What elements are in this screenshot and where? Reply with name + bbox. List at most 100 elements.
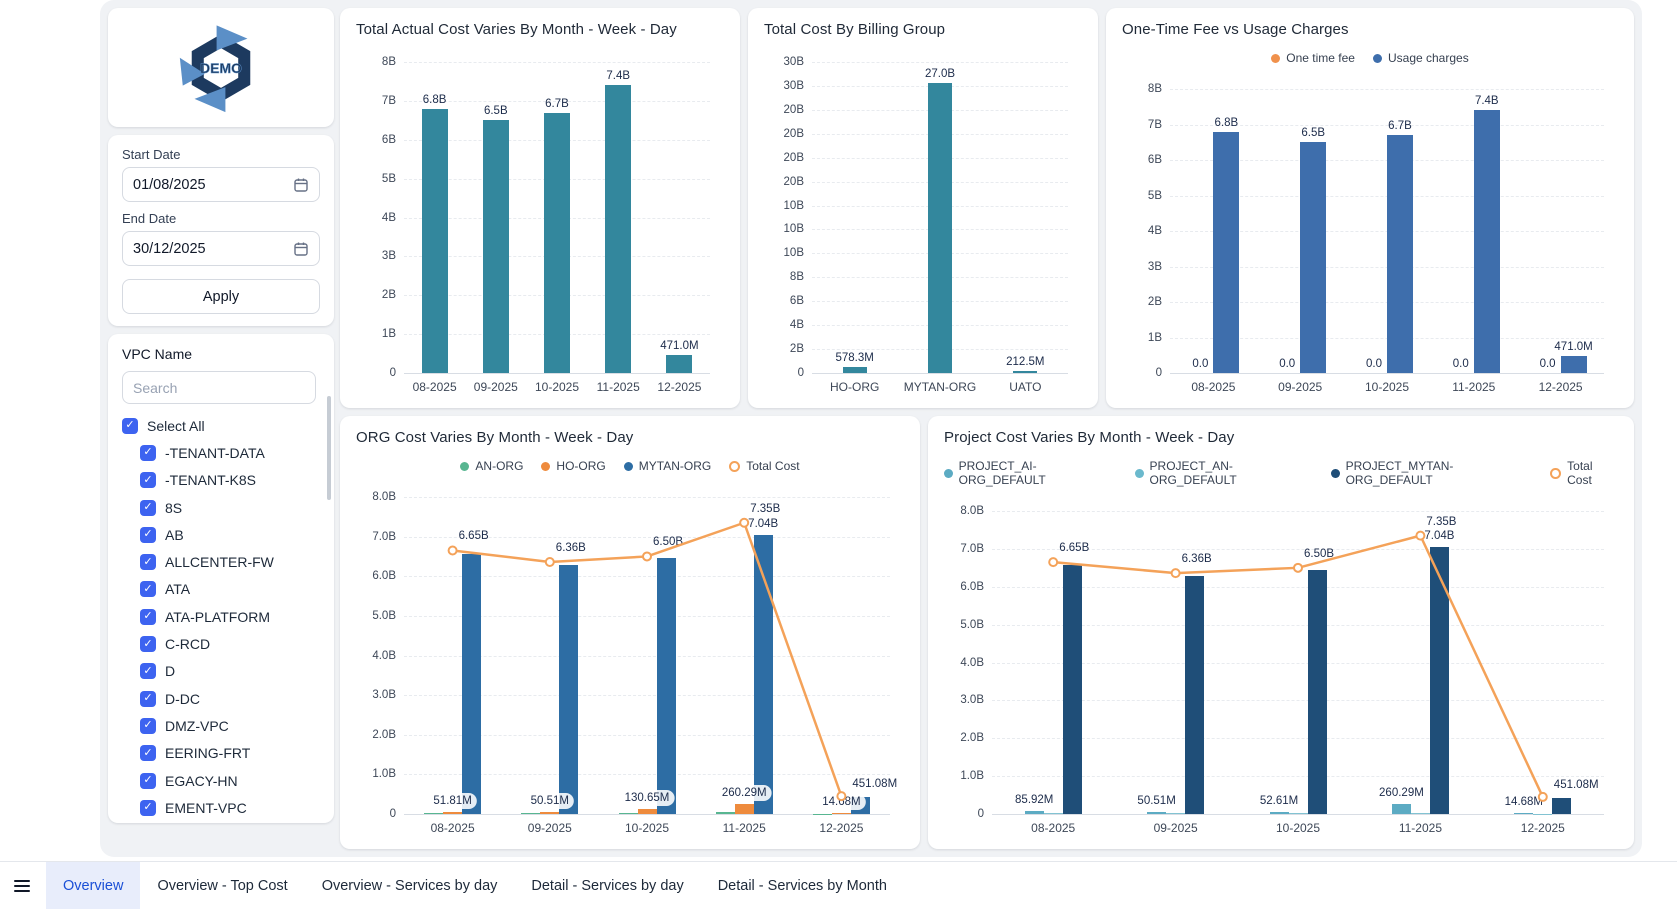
legend-item-total-cost[interactable]: Total Cost <box>729 459 800 473</box>
vpc-item-d[interactable]: ✓ D <box>122 658 326 685</box>
checkbox-checked-icon[interactable]: ✓ <box>140 663 156 680</box>
vpc-list-scrollbar[interactable] <box>327 396 331 500</box>
bar-an-org[interactable] <box>424 497 444 814</box>
apply-button[interactable]: Apply <box>122 279 320 314</box>
checkbox-checked-icon[interactable]: ✓ <box>122 417 138 434</box>
bar-ho-org[interactable]: 14.68M <box>817 497 866 814</box>
legend-item-project-an-org-default[interactable]: PROJECT_AN-ORG_DEFAULT <box>1134 459 1313 487</box>
bar-project-an-org-default[interactable] <box>1288 511 1308 814</box>
bar-an-org[interactable] <box>521 497 541 814</box>
checkbox-checked-icon[interactable]: ✓ <box>140 444 156 461</box>
legend-item-project-ai-org-default[interactable]: PROJECT_AI-ORG_DEFAULT <box>944 459 1117 487</box>
tab-detail-services-by-day[interactable]: Detail - Services by day <box>531 877 684 894</box>
vpc-item-tenant-data[interactable]: ✓ -TENANT-DATA <box>122 439 326 466</box>
tab-overview[interactable]: Overview <box>46 862 141 909</box>
total-cost-label: 7.35B <box>1426 515 1457 528</box>
bar-project-mytan-org-default[interactable] <box>1552 511 1572 814</box>
bar-project-an-org-default[interactable] <box>1166 511 1186 814</box>
vpc-item-ab[interactable]: ✓ AB <box>122 521 326 548</box>
legend-item-mytan-org[interactable]: MYTAN-ORG <box>623 459 711 473</box>
checkbox-checked-icon[interactable]: ✓ <box>140 717 156 734</box>
bar-project-an-org-default[interactable] <box>1533 511 1553 814</box>
bar-mytan-org[interactable]: 7.04B <box>743 497 784 814</box>
checkbox-checked-icon[interactable]: ✓ <box>140 799 156 816</box>
bar-one-time-fee[interactable]: 0.0 <box>1448 89 1474 373</box>
chart-legend: PROJECT_AI-ORG_DEFAULT PROJECT_AN-ORG_DEF… <box>944 459 1618 487</box>
bar-ho-org[interactable]: 50.51M <box>525 497 574 814</box>
checkbox-checked-icon[interactable]: ✓ <box>140 472 156 489</box>
checkbox-checked-icon[interactable]: ✓ <box>140 772 156 789</box>
checkbox-checked-icon[interactable]: ✓ <box>140 608 156 625</box>
bar-uato[interactable]: 212.5M <box>1006 62 1044 373</box>
bar-ho-org[interactable]: 51.81M <box>428 497 477 814</box>
bar-one-time-fee[interactable]: 0.0 <box>1187 89 1213 373</box>
hamburger-menu-icon[interactable] <box>14 879 30 892</box>
checkbox-checked-icon[interactable]: ✓ <box>140 581 156 598</box>
checkbox-checked-icon[interactable]: ✓ <box>140 636 156 653</box>
checkbox-checked-icon[interactable]: ✓ <box>140 554 156 571</box>
bar-09-2025[interactable]: 6.5B <box>482 62 509 373</box>
end-date-input[interactable]: 30/12/2025 <box>122 231 320 266</box>
checkbox-checked-icon[interactable]: ✓ <box>140 690 156 707</box>
checkbox-checked-icon[interactable]: ✓ <box>140 745 156 762</box>
bar-10-2025[interactable]: 6.7B <box>544 62 570 373</box>
bar-project-ai-org-default[interactable]: 14.68M <box>1499 511 1549 814</box>
bar-ho-org[interactable]: 260.29M <box>716 497 772 814</box>
start-date-input[interactable]: 01/08/2025 <box>122 167 320 202</box>
vpc-item-dmz-vpc[interactable]: ✓ DMZ-VPC <box>122 712 326 739</box>
bar-an-org[interactable] <box>618 497 638 814</box>
vpc-item-select-all[interactable]: ✓ Select All <box>122 412 326 439</box>
tab-overview-top-cost[interactable]: Overview - Top Cost <box>157 877 288 894</box>
bar-project-an-org-default[interactable] <box>1043 511 1063 814</box>
vpc-item-ement-vpc[interactable]: ✓ EMENT-VPC <box>122 794 326 821</box>
bar-one-time-fee[interactable]: 0.0 <box>1274 89 1300 373</box>
bar-project-ai-org-default[interactable]: 50.51M <box>1132 511 1181 814</box>
bar-project-mytan-org-default[interactable]: 7.04B <box>1419 511 1460 814</box>
bar-project-an-org-default[interactable] <box>1410 511 1430 814</box>
checkbox-checked-icon[interactable]: ✓ <box>140 499 156 516</box>
bar-an-org[interactable] <box>715 497 735 814</box>
calendar-icon[interactable] <box>293 241 309 257</box>
y-tick-label: 3.0B <box>960 694 984 707</box>
bar-11-2025[interactable]: 7.4B <box>605 62 632 373</box>
bar-08-2025[interactable]: 6.8B <box>421 62 448 373</box>
legend-item-one-time-fee[interactable]: One time fee <box>1271 51 1355 65</box>
vpc-item-8s[interactable]: ✓ 8S <box>122 494 326 521</box>
tab-overview-services-by-day[interactable]: Overview - Services by day <box>321 877 498 894</box>
vpc-item-d-dc[interactable]: ✓ D-DC <box>122 685 326 712</box>
bar-mytan-org[interactable] <box>462 497 482 814</box>
bar-project-ai-org-default[interactable]: 85.92M <box>1010 511 1059 814</box>
bar-one-time-fee[interactable]: 0.0 <box>1361 89 1387 373</box>
legend-item-project-mytan-org-default[interactable]: PROJECT_MYTAN-ORG_DEFAULT <box>1330 459 1533 487</box>
bar-project-ai-org-default[interactable]: 52.61M <box>1254 511 1304 814</box>
x-tick-label: 12-2025 <box>657 380 702 394</box>
bar-project-ai-org-default[interactable]: 260.29M <box>1374 511 1429 814</box>
legend-item-total-cost[interactable]: Total Cost <box>1550 459 1618 487</box>
vpc-item-egacy-hn[interactable]: ✓ EGACY-HN <box>122 767 326 794</box>
bar-usage-charges[interactable]: 6.7B <box>1386 89 1413 373</box>
bar-12-2025[interactable]: 471.0M <box>660 62 699 373</box>
bar-usage-charges[interactable]: 6.5B <box>1300 89 1327 373</box>
bar-mytan-org[interactable] <box>850 497 870 814</box>
calendar-icon[interactable] <box>293 177 309 193</box>
bar-one-time-fee[interactable]: 0.0 <box>1535 89 1561 373</box>
vpc-item-ata[interactable]: ✓ ATA <box>122 576 326 603</box>
bar-an-org[interactable] <box>812 497 832 814</box>
legend-item-usage-charges[interactable]: Usage charges <box>1372 51 1469 65</box>
bar-usage-charges[interactable]: 6.8B <box>1213 89 1240 373</box>
bar-usage-charges[interactable]: 7.4B <box>1473 89 1500 373</box>
vpc-item-tenant-k8s[interactable]: ✓ -TENANT-K8S <box>122 467 326 494</box>
vpc-item-eering-frt[interactable]: ✓ EERING-FRT <box>122 740 326 767</box>
legend-item-ho-org[interactable]: HO-ORG <box>541 459 606 473</box>
bar-mytan-org[interactable]: 27.0B <box>925 62 955 373</box>
bar-ho-org[interactable]: 578.3M <box>835 62 874 373</box>
checkbox-checked-icon[interactable]: ✓ <box>140 526 156 543</box>
tab-detail-services-by-month[interactable]: Detail - Services by Month <box>717 877 887 894</box>
vpc-item-ata-platform[interactable]: ✓ ATA-PLATFORM <box>122 603 326 630</box>
bar-usage-charges[interactable]: 471.0M <box>1554 89 1593 373</box>
bar-project-mytan-org-default[interactable] <box>1062 511 1082 814</box>
vpc-search-input[interactable] <box>122 371 316 404</box>
legend-item-an-org[interactable]: AN-ORG <box>460 459 523 473</box>
vpc-item-allcenter-fw[interactable]: ✓ ALLCENTER-FW <box>122 548 326 575</box>
vpc-item-c-rcd[interactable]: ✓ C-RCD <box>122 630 326 657</box>
